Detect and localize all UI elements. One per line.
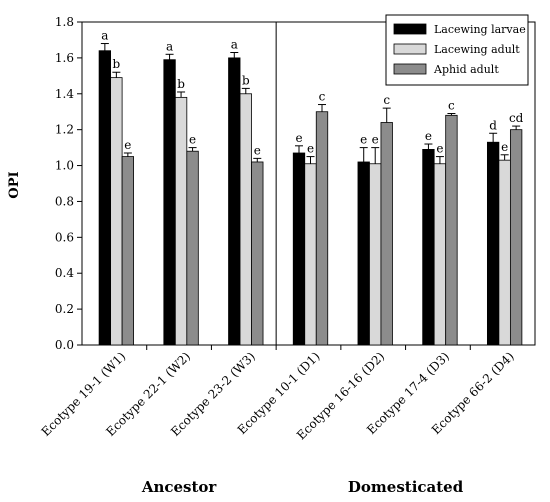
bar bbox=[433, 163, 447, 346]
bar bbox=[251, 161, 264, 346]
legend-swatch bbox=[393, 63, 427, 75]
significance-letter: a bbox=[101, 29, 108, 43]
significance-letter: c bbox=[448, 99, 455, 113]
significance-letter: cd bbox=[509, 111, 524, 125]
significance-letter: b bbox=[177, 77, 185, 91]
significance-letter: e bbox=[295, 131, 302, 145]
bar bbox=[422, 149, 435, 346]
y-tick-label: 0.0 bbox=[55, 338, 74, 352]
legend-label: Lacewing adult bbox=[434, 43, 520, 56]
significance-letter: a bbox=[166, 39, 173, 53]
y-axis-label: OPI bbox=[7, 171, 22, 198]
bar bbox=[163, 59, 176, 346]
y-tick-label: 0.2 bbox=[55, 302, 74, 316]
significance-letter: e bbox=[307, 142, 314, 156]
bar bbox=[292, 152, 306, 346]
bar bbox=[357, 161, 370, 346]
significance-letter: e bbox=[360, 133, 367, 147]
legend-swatch bbox=[393, 23, 427, 35]
y-tick-label: 0.8 bbox=[55, 194, 74, 208]
bar bbox=[174, 96, 188, 346]
bar bbox=[315, 111, 329, 346]
legend-label: Lacewing larvae bbox=[434, 23, 526, 36]
significance-letter: d bbox=[489, 118, 497, 132]
y-tick-label: 1.8 bbox=[55, 15, 74, 29]
significance-letter: c bbox=[383, 93, 390, 107]
bar bbox=[369, 163, 382, 346]
bar bbox=[445, 114, 458, 346]
significance-letter: e bbox=[189, 133, 196, 147]
y-tick-label: 1.6 bbox=[55, 51, 74, 65]
significance-letter: c bbox=[319, 90, 326, 104]
bar bbox=[186, 150, 199, 346]
significance-letter: a bbox=[231, 38, 238, 52]
group-label: Ancestor bbox=[141, 478, 218, 496]
significance-letter: e bbox=[372, 133, 379, 147]
bar bbox=[486, 141, 500, 346]
significance-letter: e bbox=[501, 140, 508, 154]
bar bbox=[498, 159, 511, 346]
bar bbox=[304, 163, 317, 346]
y-tick-label: 1.2 bbox=[55, 123, 74, 137]
legend-swatch bbox=[393, 43, 427, 55]
significance-letter: e bbox=[124, 138, 131, 152]
bar bbox=[228, 57, 241, 346]
group-label: Domesticated bbox=[348, 478, 464, 496]
bar bbox=[121, 156, 135, 346]
significance-letter: b bbox=[242, 73, 250, 87]
significance-letter: e bbox=[436, 142, 443, 156]
y-tick-label: 1.0 bbox=[55, 159, 74, 173]
significance-letter: e bbox=[425, 129, 432, 143]
y-tick-label: 0.6 bbox=[55, 230, 74, 244]
category-labels: Ecotype 19-1 (W1)Ecotype 22-1 (W2)Ecotyp… bbox=[39, 349, 517, 496]
bar bbox=[239, 93, 252, 346]
bar bbox=[110, 77, 123, 346]
significance-letter: e bbox=[254, 143, 261, 157]
bar bbox=[98, 50, 112, 346]
significance-letter: b bbox=[113, 57, 121, 71]
y-tick-label: 0.4 bbox=[55, 266, 74, 280]
legend-label: Aphid adult bbox=[433, 63, 499, 76]
y-tick-label: 1.4 bbox=[55, 87, 74, 101]
bar bbox=[509, 129, 523, 346]
bar bbox=[380, 122, 393, 346]
legend: Lacewing larvae Lacewing adult Aphid adult bbox=[385, 14, 529, 86]
